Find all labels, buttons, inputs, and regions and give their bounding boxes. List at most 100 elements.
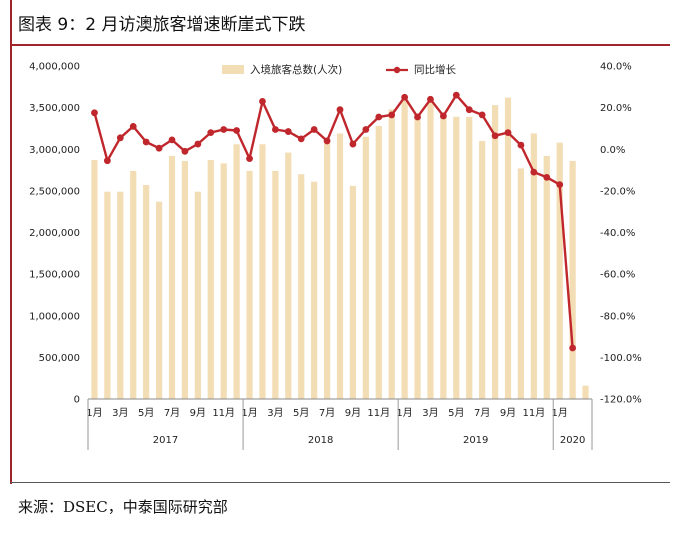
bar xyxy=(491,105,499,399)
growth-point xyxy=(362,126,370,133)
growth-point xyxy=(530,168,538,176)
y-left-tick-label: 1,500,000 xyxy=(29,270,80,281)
year-label: 2017 xyxy=(153,435,178,446)
growth-point xyxy=(233,127,241,134)
bar xyxy=(582,385,589,399)
y-left-tick-label: 500,000 xyxy=(39,353,80,364)
bar xyxy=(556,142,563,399)
bar xyxy=(168,155,176,399)
legend-swatch-bar xyxy=(222,65,244,74)
bar xyxy=(569,160,576,399)
growth-point xyxy=(91,109,98,117)
x-tick-label: 5月 xyxy=(293,407,309,419)
growth-point xyxy=(439,112,447,120)
growth-point xyxy=(220,126,228,133)
x-tick-label: 3月 xyxy=(112,407,128,419)
bar xyxy=(143,185,150,399)
y-left-tick-label: 2,000,000 xyxy=(29,228,80,239)
x-tick-label: 5月 xyxy=(138,407,154,419)
bar xyxy=(233,144,240,399)
y-right-tick-label: -20.0% xyxy=(600,186,635,197)
chart-axes: 0 500,000 1,000,000 1,500,000 2,000,000 2,500… xyxy=(29,62,642,450)
title-divider xyxy=(10,44,670,46)
growth-point xyxy=(246,155,253,163)
bar xyxy=(427,101,434,400)
x-tick-label: 7月 xyxy=(319,407,335,419)
growth-point xyxy=(478,111,486,119)
x-tick-label: 7月 xyxy=(474,407,490,419)
year-label: 2018 xyxy=(308,435,333,446)
y-right-tick-label: -60.0% xyxy=(600,270,635,281)
bar xyxy=(440,117,447,400)
bar xyxy=(259,144,266,399)
growth-point xyxy=(375,113,383,121)
x-tick-label: 5月 xyxy=(448,407,464,419)
growth-point xyxy=(336,106,344,114)
x-tick-label: 1月 xyxy=(86,407,102,419)
bar xyxy=(246,170,253,399)
growth-point xyxy=(452,91,460,99)
y-left-tick-label: 2,500,000 xyxy=(29,186,80,197)
y-right-tick-label: -80.0% xyxy=(600,311,635,322)
bar xyxy=(323,142,331,399)
growth-point xyxy=(491,132,499,140)
bar xyxy=(349,185,357,399)
x-tick-label: 1月 xyxy=(241,407,257,419)
x-tick-label: 11月 xyxy=(522,407,545,419)
bar xyxy=(285,152,292,399)
y-left-tick-label: 0 xyxy=(74,395,80,406)
y-left-tick-label: 1,000,000 xyxy=(29,311,80,322)
legend-swatch-dot xyxy=(393,66,401,74)
growth-point xyxy=(427,95,434,103)
growth-point xyxy=(284,128,292,135)
growth-point xyxy=(297,135,305,143)
x-tick-label: 9月 xyxy=(345,407,361,419)
bar xyxy=(504,97,512,399)
year-label: 2019 xyxy=(463,435,488,446)
y-right-tick-label: -120.0% xyxy=(600,395,642,406)
growth-point xyxy=(543,173,551,181)
bar xyxy=(388,109,395,399)
bar xyxy=(336,133,344,399)
growth-point xyxy=(207,129,215,136)
bar xyxy=(401,100,408,399)
growth-point xyxy=(401,93,409,101)
growth-point xyxy=(388,111,396,119)
growth-point xyxy=(569,344,577,352)
bar xyxy=(414,113,421,399)
bar xyxy=(517,168,525,399)
x-tick-label: 3月 xyxy=(422,407,438,419)
x-tick-label: 11月 xyxy=(367,407,390,419)
bar xyxy=(181,160,189,399)
bar xyxy=(91,160,98,399)
growth-point xyxy=(181,147,189,155)
growth-point xyxy=(103,157,111,165)
x-tick-label: 1月 xyxy=(552,407,568,419)
growth-point xyxy=(517,141,525,149)
growth-line xyxy=(93,93,574,349)
bar xyxy=(543,155,550,399)
y-right-tick-label: -100.0% xyxy=(600,353,642,364)
growth-point xyxy=(271,126,279,133)
bar xyxy=(298,174,305,399)
bar xyxy=(220,163,227,399)
bar xyxy=(479,140,486,400)
growth-point xyxy=(556,181,564,189)
growth-point xyxy=(310,126,318,133)
growth-point xyxy=(168,136,176,144)
bar-series xyxy=(91,97,589,400)
bar xyxy=(530,133,537,399)
y-right-tick-label: 20.0% xyxy=(600,103,632,114)
figure-title: 图表 9：2 月访澳旅客增速断崖式下跌 xyxy=(18,15,306,35)
chart-area: 入境旅客总数(人次) 同比增长 0 500,000 1,000,000 1,500,0… xyxy=(29,62,642,450)
bar xyxy=(362,136,369,399)
x-tick-label: 9月 xyxy=(500,407,516,419)
bar xyxy=(466,116,473,399)
chart-legend: 入境旅客总数(人次) 同比增长 xyxy=(222,63,456,76)
bar xyxy=(130,170,137,399)
growth-point xyxy=(129,122,137,130)
growth-point xyxy=(155,144,163,152)
bar xyxy=(104,191,111,399)
growth-point xyxy=(349,140,357,148)
bar xyxy=(375,125,382,399)
